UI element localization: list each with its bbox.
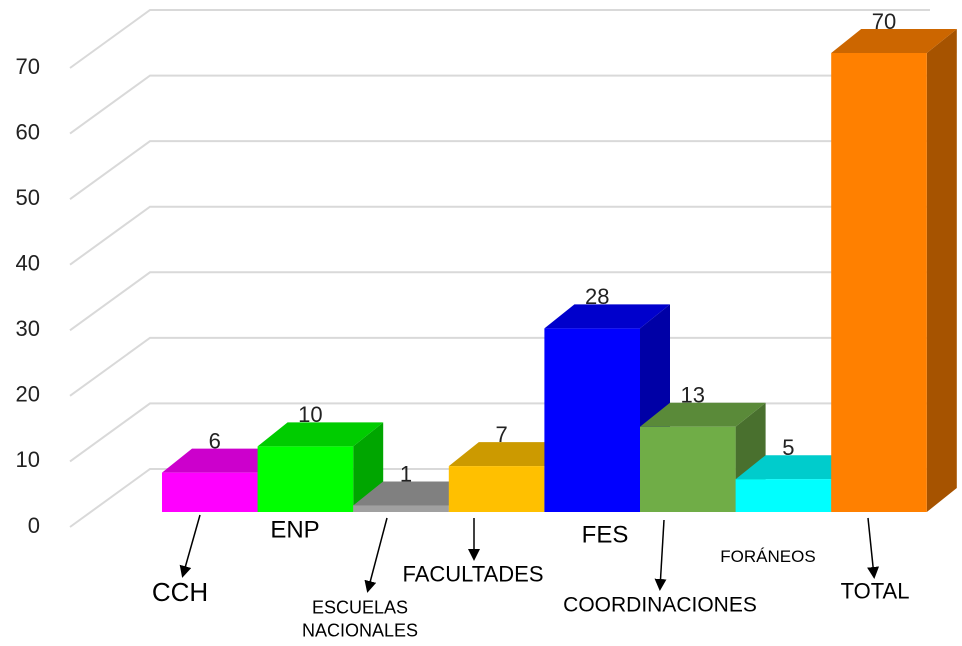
x-tick-label: FES: [581, 521, 629, 549]
grid-line: [69, 74, 930, 135]
x-tick-label: ESCUELAS NACIONALES: [301, 597, 419, 641]
x-tick-label: COORDINACIONES: [563, 593, 757, 617]
arrow: [654, 519, 667, 591]
y-tick-label: 70: [16, 54, 40, 79]
data-label: 5: [782, 435, 794, 460]
bar: [448, 466, 545, 512]
bar-top: [544, 304, 670, 329]
y-tick-label: 40: [16, 251, 40, 276]
bar: [353, 505, 449, 512]
grid-line: [69, 9, 930, 69]
bar: [544, 328, 640, 512]
bar-top: [735, 455, 862, 480]
y-tick-label: 20: [16, 382, 40, 407]
grid-line: [69, 140, 930, 200]
bar: [735, 479, 832, 512]
x-tick-label: TOTAL: [840, 578, 910, 604]
bar: [640, 426, 736, 512]
x-tick-label: FACULTADES: [402, 561, 544, 587]
data-label: 28: [585, 284, 609, 309]
grid-line: [69, 205, 930, 266]
bar: [162, 472, 258, 512]
bar-top: [257, 422, 384, 447]
bar-top: [831, 29, 957, 53]
x-tick-label: ENP: [270, 516, 320, 544]
grid-line: [69, 271, 930, 332]
bar-side: [926, 29, 957, 512]
y-tick-label: 30: [16, 316, 40, 341]
data-label: 70: [872, 9, 896, 34]
y-tick-label: 10: [16, 447, 40, 472]
y-tick-label: 0: [28, 513, 40, 538]
arrow: [179, 514, 201, 578]
data-label: 1: [400, 461, 412, 486]
y-tick-label: 50: [16, 185, 40, 210]
bar: [257, 446, 354, 512]
data-label: 13: [681, 383, 705, 408]
bar-top: [640, 402, 766, 427]
arrow: [364, 517, 388, 593]
bar: [831, 53, 927, 512]
bar-top: [448, 442, 575, 467]
data-label: 6: [209, 428, 221, 453]
grid-line: [69, 336, 930, 397]
x-tick-label: FORÁNEOS: [720, 546, 816, 566]
bar-top: [162, 448, 288, 473]
arrow: [867, 517, 880, 579]
bar-top: [353, 481, 479, 506]
y-tick-label: 60: [16, 119, 40, 144]
data-label: 7: [495, 422, 507, 447]
data-label: 10: [298, 402, 322, 427]
x-tick-label: CCH: [151, 577, 209, 608]
